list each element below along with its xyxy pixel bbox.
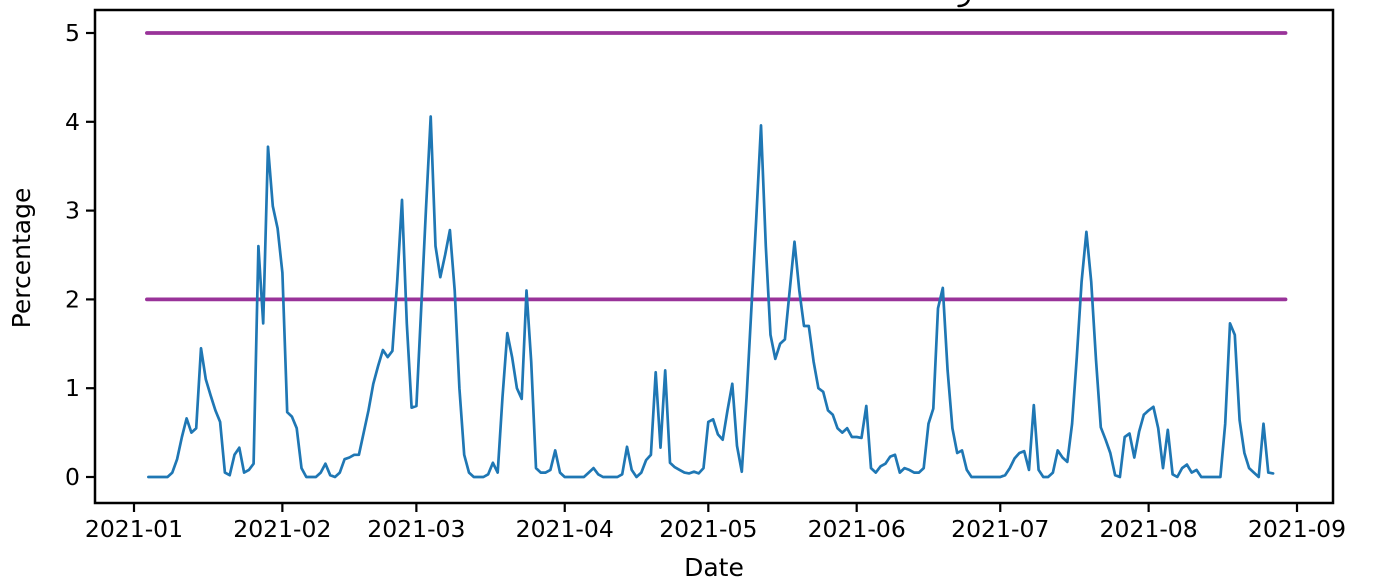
y-tick-label-2: 2: [65, 285, 80, 313]
y-tick-label-3: 3: [65, 197, 80, 225]
x-tick-label-2021-05: 2021-05: [659, 515, 757, 543]
x-tick-label-2021-01: 2021-01: [85, 515, 183, 543]
x-axis-label: Date: [684, 553, 744, 580]
x-tick-label-2021-09: 2021-09: [1248, 515, 1346, 543]
y-tick-label-0: 0: [65, 463, 80, 491]
y-tick-label-4: 4: [65, 108, 80, 136]
x-tick-label-2021-08: 2021-08: [1100, 515, 1198, 543]
title-fragment: [957, 0, 970, 8]
x-tick-label-2021-04: 2021-04: [516, 515, 614, 543]
y-tick-label-1: 1: [65, 374, 80, 402]
series-line-daily-percentage: [147, 115, 1275, 479]
plot-frame: [93, 8, 1335, 505]
y-tick-label-5: 5: [65, 19, 80, 47]
x-tick-label-2021-02: 2021-02: [233, 515, 331, 543]
x-tick-label-2021-06: 2021-06: [808, 515, 906, 543]
x-tick-label-2021-03: 2021-03: [367, 515, 465, 543]
x-tick-label-2021-07: 2021-07: [951, 515, 1049, 543]
y-axis-label: Percentage: [7, 188, 36, 329]
